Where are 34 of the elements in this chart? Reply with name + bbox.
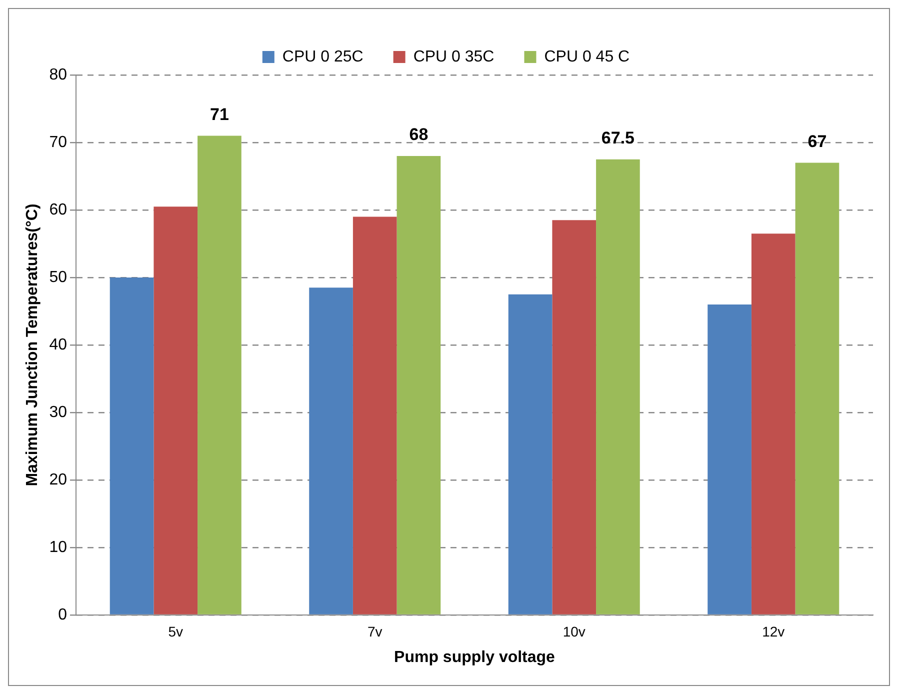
x-tick-label: 10v (562, 623, 586, 640)
x-tick-label: 12v (762, 623, 785, 640)
bar (708, 304, 752, 614)
x-tick-label: 5v (168, 623, 184, 640)
bar (154, 206, 198, 614)
y-tick-label: 60 (49, 201, 68, 218)
legend-label: CPU 0 25C (282, 48, 364, 66)
bar (508, 294, 552, 614)
y-tick-label: 0 (58, 606, 68, 624)
bar (309, 288, 353, 614)
bar (198, 136, 242, 614)
bar (751, 234, 796, 614)
data-label: 67 (808, 132, 827, 151)
bar (552, 220, 596, 614)
y-tick-label: 10 (49, 538, 68, 556)
data-label: 67.5 (601, 128, 635, 148)
y-tick-label: 80 (49, 66, 68, 84)
bar (596, 159, 640, 614)
bar (396, 156, 441, 614)
y-tick-label: 70 (49, 134, 68, 151)
data-label: 71 (210, 104, 229, 124)
legend-label: CPU 0 45 C (544, 48, 630, 66)
y-tick-label: 40 (49, 336, 68, 354)
y-tick-label: 20 (49, 471, 68, 488)
y-tick-label: 50 (49, 268, 68, 286)
bar (352, 216, 397, 614)
bar (795, 162, 840, 614)
legend-label: CPU 0 35C (413, 48, 494, 66)
y-tick-label: 30 (49, 404, 68, 421)
y-axis-title: Maximum Junction Temperatures(°C) (24, 204, 42, 486)
x-axis-title: Pump supply voltage (394, 648, 556, 666)
data-label: 68 (409, 125, 428, 144)
bar (110, 278, 154, 614)
x-tick-label: 7v (367, 623, 382, 640)
